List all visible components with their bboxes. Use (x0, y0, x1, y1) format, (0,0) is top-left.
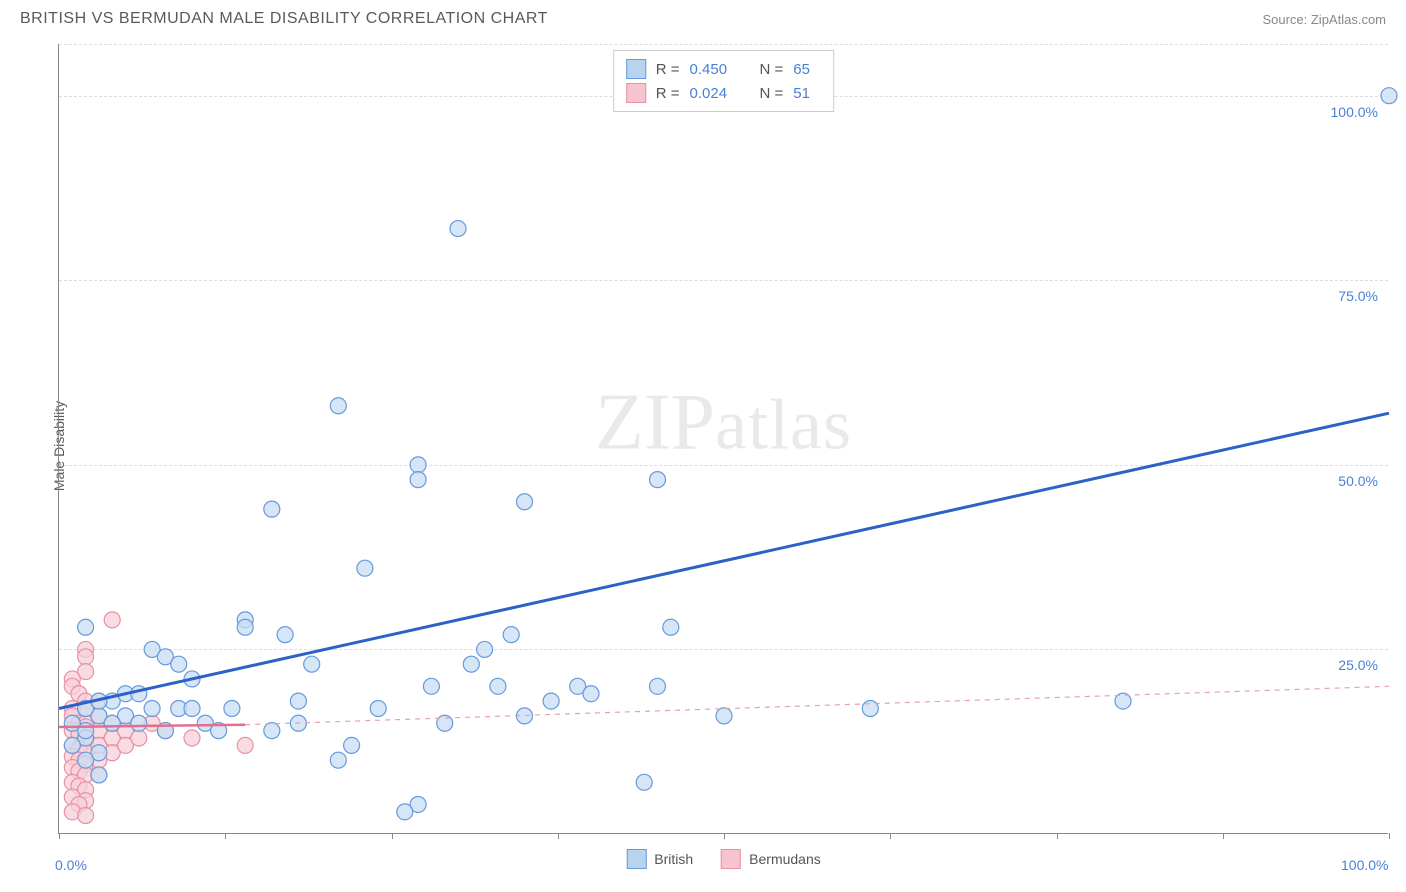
x-tick-label: 0.0% (55, 857, 87, 873)
n-value-british: 65 (793, 61, 821, 78)
source-attribution: Source: ZipAtlas.com (1262, 12, 1386, 27)
data-point-british (517, 494, 533, 510)
data-point-british (277, 627, 293, 643)
n-label: N = (760, 85, 784, 102)
data-point-british (91, 767, 107, 783)
data-point-british (264, 723, 280, 739)
data-point-british (862, 700, 878, 716)
legend-row-bermudans: R = 0.024 N = 51 (626, 81, 822, 105)
data-point-british (144, 700, 160, 716)
chart-plot-area: ZIPatlas R = 0.450 N = 65 R = 0.024 N = … (58, 44, 1388, 834)
swatch-bermudans (626, 83, 646, 103)
data-point-british (423, 678, 439, 694)
data-point-british (357, 560, 373, 576)
data-point-bermudans (78, 649, 94, 665)
data-point-british (397, 804, 413, 820)
chart-title: BRITISH VS BERMUDAN MALE DISABILITY CORR… (20, 10, 548, 28)
data-point-british (410, 457, 426, 473)
swatch-british-bottom (626, 849, 646, 869)
data-point-british (583, 686, 599, 702)
n-label: N = (760, 61, 784, 78)
data-point-british (78, 619, 94, 635)
data-point-british (330, 752, 346, 768)
data-point-british (344, 737, 360, 753)
data-point-british (490, 678, 506, 694)
data-point-british (64, 737, 80, 753)
x-tick-label: 100.0% (1341, 857, 1388, 873)
legend-item-british: British (626, 849, 693, 869)
data-point-bermudans (104, 612, 120, 628)
data-point-british (477, 641, 493, 657)
data-point-british (650, 678, 666, 694)
scatter-plot-svg (59, 44, 1388, 833)
data-point-bermudans (131, 730, 147, 746)
legend-label-british: British (654, 851, 693, 867)
data-point-british (131, 715, 147, 731)
data-point-british (503, 627, 519, 643)
data-point-british (463, 656, 479, 672)
legend-item-bermudans: Bermudans (721, 849, 821, 869)
data-point-british (290, 693, 306, 709)
data-point-british (264, 501, 280, 517)
legend-label-bermudans: Bermudans (749, 851, 821, 867)
correlation-legend: R = 0.450 N = 65 R = 0.024 N = 51 (613, 50, 835, 112)
data-point-british (184, 700, 200, 716)
data-point-british (716, 708, 732, 724)
data-point-british (171, 656, 187, 672)
swatch-british (626, 59, 646, 79)
data-point-british (663, 619, 679, 635)
data-point-british (104, 715, 120, 731)
data-point-british (330, 398, 346, 414)
data-point-british (370, 700, 386, 716)
data-point-british (650, 472, 666, 488)
trend-line (59, 413, 1389, 708)
data-point-british (224, 700, 240, 716)
data-point-british (543, 693, 559, 709)
data-point-british (64, 715, 80, 731)
n-value-bermudans: 51 (793, 85, 821, 102)
swatch-bermudans-bottom (721, 849, 741, 869)
data-point-british (450, 221, 466, 237)
trend-line (245, 686, 1389, 724)
data-point-british (636, 774, 652, 790)
data-point-bermudans (184, 730, 200, 746)
data-point-british (1381, 88, 1397, 104)
data-point-british (304, 656, 320, 672)
data-point-bermudans (78, 808, 94, 824)
legend-row-british: R = 0.450 N = 65 (626, 57, 822, 81)
data-point-british (410, 472, 426, 488)
data-point-bermudans (237, 737, 253, 753)
r-value-british: 0.450 (690, 61, 742, 78)
r-label: R = (656, 61, 680, 78)
r-value-bermudans: 0.024 (690, 85, 742, 102)
data-point-british (237, 619, 253, 635)
series-legend: British Bermudans (626, 849, 821, 869)
r-label: R = (656, 85, 680, 102)
data-point-british (78, 752, 94, 768)
